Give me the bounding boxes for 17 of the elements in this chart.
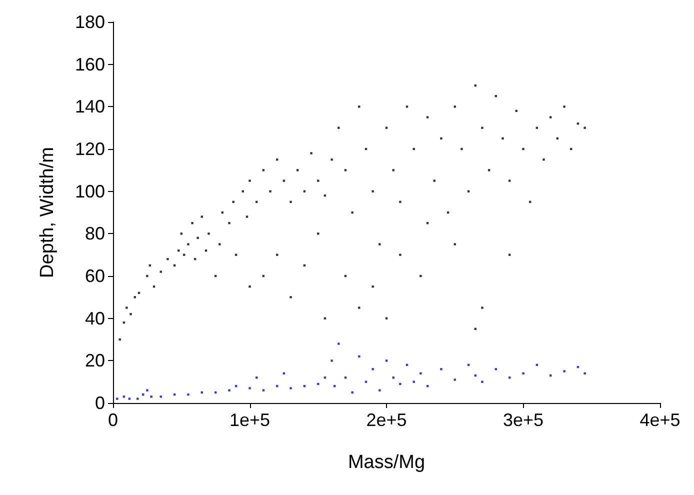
y-tick-label: 40: [84, 308, 105, 328]
x-axis-title: Mass/Mg: [348, 452, 426, 473]
y-tick-label: 0: [94, 393, 105, 413]
x-tick-label: 0: [108, 410, 118, 430]
y-tick-label: 160: [74, 54, 105, 74]
y-tick-label: 60: [84, 266, 105, 286]
x-tick-label: 3e+5: [502, 410, 544, 430]
x-tick-label: 2e+5: [366, 410, 407, 430]
x-tick-label: 4e+5: [640, 410, 680, 430]
y-tick-label: 140: [74, 96, 105, 117]
y-tick-label: 180: [74, 12, 105, 32]
y-tick-label: 120: [74, 139, 105, 159]
y-tick-label: 20: [84, 350, 105, 371]
x-tick-label: 1e+5: [229, 410, 270, 430]
y-tick-label: 80: [84, 224, 105, 244]
y-tick-label: 100: [74, 181, 105, 202]
y-axis-title: Depth, Width/m: [37, 147, 58, 278]
